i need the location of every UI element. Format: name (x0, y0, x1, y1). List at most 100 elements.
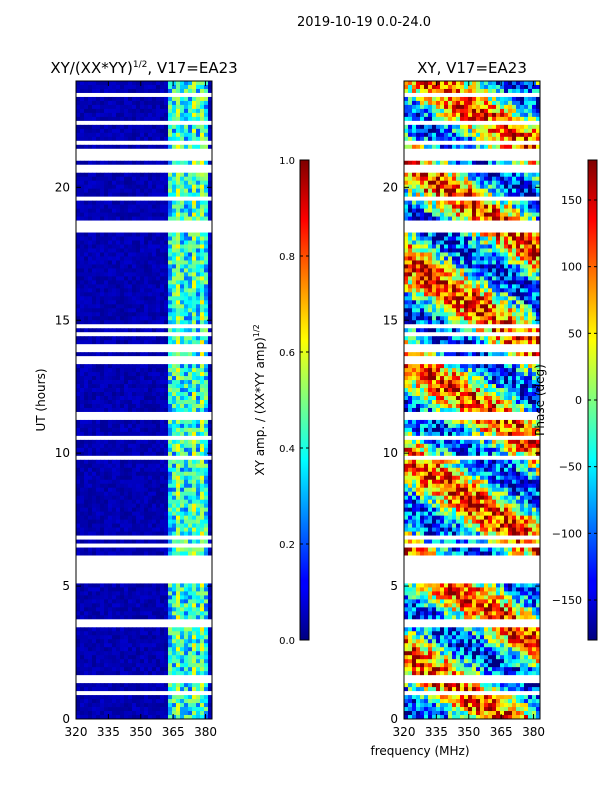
amp-ratio-cell (180, 128, 185, 134)
amp-ratio-cell (108, 81, 113, 86)
amp-ratio-cell (76, 447, 81, 453)
amp-ratio-cell (184, 340, 189, 345)
amp-ratio-cell (108, 180, 113, 186)
amp-ratio-cell (88, 108, 93, 114)
amp-ratio-cell (156, 403, 161, 409)
amp-ratio-row (76, 535, 212, 540)
amp-ratio-cell (100, 663, 105, 668)
amp-ratio-cell (144, 180, 149, 186)
amp-ratio-cell (80, 659, 85, 664)
amp-ratio-cell (208, 671, 212, 676)
amp-ratio-cell (120, 280, 125, 285)
phase-row (404, 148, 540, 154)
amp-ratio-cell (208, 312, 212, 317)
amp-ratio-cell (96, 284, 101, 289)
phase-cell (412, 104, 417, 110)
amp-ratio-cell (100, 647, 105, 652)
amp-ratio-cell (124, 419, 129, 425)
amp-ratio-cell (156, 627, 161, 632)
amp-ratio-cell (104, 471, 109, 477)
amp-ratio-cell (160, 268, 165, 273)
amp-ratio-cell (204, 527, 209, 532)
amp-ratio-cell (132, 715, 137, 719)
amp-ratio-cell (168, 431, 173, 437)
amp-ratio-cell (108, 467, 113, 473)
amp-ratio-cell (128, 180, 133, 186)
amp-ratio-cell (172, 116, 177, 122)
amp-ratio-cell (184, 703, 189, 708)
amp-ratio-cell (144, 631, 149, 636)
amp-ratio-cell (112, 252, 117, 257)
amp-ratio-cell (164, 635, 169, 640)
amp-ratio-cell (200, 232, 205, 237)
amp-ratio-cell (208, 364, 212, 369)
amp-ratio-cell (76, 96, 81, 102)
phase-cell (444, 116, 449, 122)
phase-cell (516, 136, 521, 142)
amp-ratio-cell (136, 471, 141, 477)
amp-ratio-cell (200, 707, 205, 712)
amp-ratio-cell (152, 687, 157, 692)
amp-ratio-cell (188, 531, 193, 536)
amp-ratio-cell (84, 655, 89, 660)
amp-ratio-cell (80, 216, 85, 221)
amp-ratio-cell (112, 264, 117, 269)
amp-ratio-cell (128, 631, 133, 636)
amp-ratio-cell (140, 479, 145, 485)
amp-ratio-cell (204, 328, 209, 333)
amp-ratio-cell (92, 252, 97, 257)
amp-ratio-cell (104, 240, 109, 245)
amp-ratio-cell (128, 699, 133, 704)
amp-ratio-row (76, 407, 212, 413)
amp-ratio-cell (192, 539, 197, 544)
amp-ratio-cell (188, 296, 193, 301)
amp-ratio-cell (176, 639, 181, 644)
amp-ratio-cell (156, 188, 161, 194)
amp-ratio-cell (108, 539, 113, 544)
amp-ratio-cell (84, 260, 89, 265)
amp-ratio-cell (140, 695, 145, 700)
amp-ratio-cell (96, 288, 101, 293)
amp-ratio-cell (156, 683, 161, 688)
amp-ratio-cell (136, 599, 141, 604)
amp-ratio-row (76, 499, 212, 505)
amp-ratio-cell (180, 272, 185, 277)
amp-ratio-cell (180, 96, 185, 102)
amp-ratio-cell (80, 336, 85, 341)
amp-ratio-cell (128, 184, 133, 190)
amp-ratio-cell (164, 443, 169, 449)
amp-ratio-cell (92, 104, 97, 110)
amp-ratio-cell (172, 651, 177, 656)
amp-ratio-cell (120, 519, 125, 525)
amp-ratio-cell (120, 707, 125, 712)
amp-ratio-cell (208, 439, 212, 445)
amp-ratio-row (76, 100, 212, 106)
amp-ratio-cell (88, 96, 93, 102)
amp-ratio-cell (140, 595, 145, 600)
amp-ratio-cell (144, 667, 149, 672)
amp-ratio-cell (208, 368, 212, 373)
amp-ratio-cell (132, 699, 137, 704)
amp-ratio-cell (156, 304, 161, 309)
amp-ratio-cell (84, 547, 89, 552)
amp-ratio-cell (168, 427, 173, 433)
amp-ratio-cell (76, 212, 81, 217)
amp-ratio-cell (176, 260, 181, 265)
amp-ratio-cell (156, 651, 161, 656)
amp-ratio-cell (160, 216, 165, 221)
phase-cell (452, 124, 457, 130)
amp-ratio-cell (88, 703, 93, 708)
amp-ratio-cell (188, 384, 193, 389)
amp-ratio-cell (176, 419, 181, 425)
phase-row (404, 116, 540, 122)
amp-ratio-cell (84, 711, 89, 716)
amp-ratio-cell (204, 607, 209, 612)
amp-ratio-cell (76, 459, 81, 465)
amp-ratio-cell (84, 160, 89, 166)
amp-ratio-cell (152, 84, 157, 90)
amp-ratio-cell (88, 396, 93, 401)
amp-ratio-cell (88, 352, 93, 357)
amp-ratio-cell (112, 184, 117, 190)
amp-ratio-cell (104, 316, 109, 321)
amp-ratio-cell (208, 264, 212, 269)
